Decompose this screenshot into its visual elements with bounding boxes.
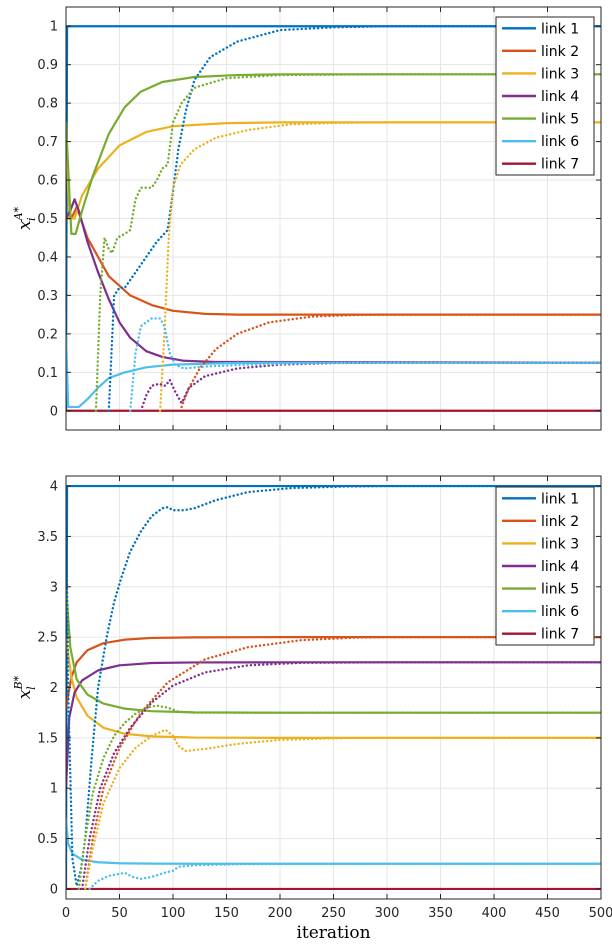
- y-tick-label: 0.9: [37, 58, 58, 73]
- y-axis-label-sup: A*: [12, 206, 25, 221]
- legend-label: link 5: [541, 112, 579, 128]
- series-link-6: [66, 817, 601, 865]
- series-link-3: [66, 636, 601, 739]
- series-link-5: [66, 73, 601, 235]
- legend-label: link 4: [541, 89, 579, 105]
- legend-label: link 6: [541, 604, 579, 620]
- legend-label: link 1: [541, 21, 579, 37]
- y-tick-label: 3: [50, 580, 58, 595]
- series-dotted: [84, 728, 601, 891]
- legend-label: link 2: [541, 44, 579, 60]
- x-tick-label: 350: [428, 906, 453, 921]
- y-tick-label: 0: [50, 882, 58, 897]
- y-axis-label-sub: i: [25, 217, 38, 221]
- legend-label: link 7: [541, 627, 579, 643]
- x-tick-label: 150: [214, 906, 239, 921]
- chart-panel-2: 0 0.5 1 1.5 2 2.5 3 3.5 4 0 50 100 150 200 250 300 350 40…: [12, 475, 612, 943]
- series-link-5: [66, 585, 601, 714]
- y-tick-label: 1: [50, 782, 58, 797]
- series-link-2: [66, 205, 601, 316]
- x-tick-label: 300: [375, 906, 400, 921]
- x-tick-label: 200: [268, 906, 293, 921]
- series-dotted: [80, 661, 601, 891]
- y-tick-label: 0.8: [37, 97, 58, 112]
- y-axis-label-base: x: [15, 689, 35, 699]
- series-group: [66, 25, 601, 412]
- y-axis-label-sup: B*: [12, 675, 25, 690]
- x-tick-label: 500: [589, 906, 612, 921]
- series-dotted: [180, 313, 601, 409]
- legend-label: link 2: [541, 514, 579, 530]
- legend-label: link 3: [541, 66, 579, 82]
- y-tick-label: 1: [50, 20, 58, 35]
- legend-label: link 6: [541, 134, 579, 150]
- x-tick-label: 100: [161, 906, 186, 921]
- legend: link 1 link 2 link 3 link 4 link 5 link 6 link…: [495, 486, 595, 646]
- series-link-6: [66, 332, 601, 409]
- y-tick-label: 4: [50, 480, 58, 495]
- y-tick-label: 0.5: [37, 832, 58, 847]
- series-link-3: [66, 121, 601, 220]
- y-tick-label: 2: [50, 681, 58, 696]
- legend-label: link 5: [541, 582, 579, 598]
- series-dotted: [94, 73, 601, 412]
- x-tick-label: 250: [321, 906, 346, 921]
- y-tick-label: 0.4: [37, 250, 58, 265]
- y-tick-label: 3.5: [37, 530, 58, 545]
- ticks: [65, 7, 602, 430]
- series-link-4: [66, 661, 601, 790]
- legend-label: link 3: [541, 536, 579, 552]
- y-tick-label: 0.2: [37, 327, 58, 342]
- y-axis-label: xB*l: [12, 675, 38, 699]
- y-tick-label: 0.6: [37, 174, 58, 189]
- y-tick-label: 2.5: [37, 631, 58, 646]
- y-axis-label-base: x: [15, 220, 35, 230]
- series-dotted: [158, 121, 601, 412]
- y-tick-label: 0.5: [37, 212, 58, 227]
- series-link-4: [66, 198, 601, 364]
- y-tick-label: 1.5: [37, 731, 58, 746]
- y-tick-label: 0.1: [37, 366, 58, 381]
- legend: link 1 link 2 link 3 link 4 link 5 link 6 link…: [495, 16, 595, 176]
- series-dotted: [84, 635, 601, 891]
- x-tick-label: 450: [535, 906, 560, 921]
- series-dotted: [107, 25, 601, 412]
- x-axis-label: iteration: [296, 923, 370, 943]
- y-axis-label: xA*i: [12, 206, 38, 230]
- x-tick-label: 400: [482, 906, 507, 921]
- series-dotted: [77, 704, 601, 891]
- legend-label: link 1: [541, 491, 579, 507]
- y-tick-label: 0: [50, 404, 58, 419]
- series-dotted: [139, 361, 601, 412]
- y-tick-label: 0.3: [37, 289, 58, 304]
- y-tick-label: 0.7: [37, 135, 58, 150]
- y-axis-label-sub: l: [25, 686, 38, 690]
- legend-label: link 7: [541, 157, 579, 173]
- ticks: [65, 476, 602, 899]
- x-tick-label: 0: [62, 906, 70, 921]
- legend-label: link 4: [541, 559, 579, 575]
- series-dotted: [129, 317, 601, 412]
- x-tick-label: 50: [111, 906, 128, 921]
